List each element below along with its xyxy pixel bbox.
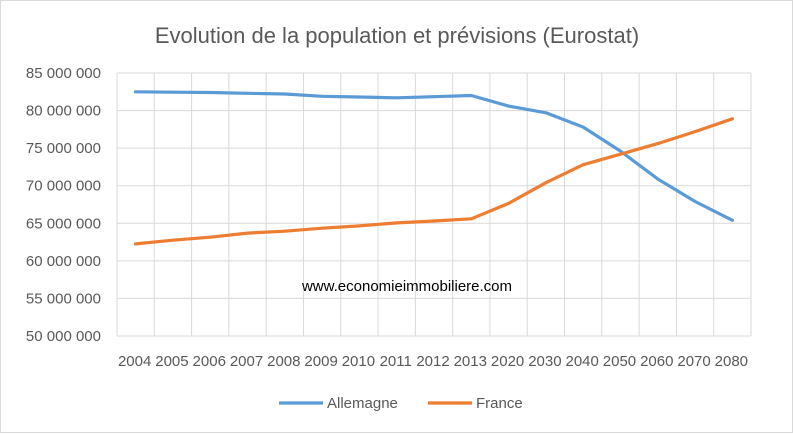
data-point-allemagne bbox=[134, 90, 138, 94]
y-tick-label: 50 000 000 bbox=[26, 328, 101, 345]
data-point-allemagne bbox=[171, 90, 175, 94]
x-tick-label: 2010 bbox=[342, 353, 375, 370]
data-point-allemagne bbox=[544, 111, 548, 115]
data-point-allemagne bbox=[656, 177, 660, 181]
legend-label-allemagne: Allemagne bbox=[327, 395, 398, 412]
x-tick-label: 2009 bbox=[304, 353, 337, 370]
data-point-france bbox=[134, 242, 138, 246]
data-point-france bbox=[693, 130, 697, 134]
data-point-france bbox=[246, 231, 250, 235]
data-point-france bbox=[395, 221, 399, 225]
data-point-allemagne bbox=[693, 199, 697, 203]
chart-title: Evolution de la population et prévisions… bbox=[155, 23, 639, 48]
data-point-allemagne bbox=[246, 91, 250, 95]
x-tick-label: 2030 bbox=[528, 353, 561, 370]
x-axis-tick-labels: 2004 2005 2006 2007 2008 2009 2010 2011 2012 2013… bbox=[118, 353, 748, 370]
series-line-france bbox=[134, 117, 735, 246]
data-point-france bbox=[656, 142, 660, 146]
watermark-url: www.economieimmobiliere.com bbox=[301, 278, 512, 295]
series-lines bbox=[134, 90, 735, 246]
data-point-france bbox=[469, 217, 473, 221]
y-axis-tick-labels: 50 000 000 55 000 000 60 000 000 65 000 000… bbox=[26, 65, 101, 345]
data-point-france bbox=[432, 219, 436, 223]
data-point-allemagne bbox=[320, 94, 324, 98]
gridlines bbox=[116, 72, 752, 337]
data-point-allemagne bbox=[208, 91, 212, 95]
x-tick-label: 2012 bbox=[416, 353, 449, 370]
data-point-allemagne bbox=[730, 218, 734, 222]
data-point-france bbox=[581, 163, 585, 167]
data-point-allemagne bbox=[618, 149, 622, 153]
data-point-france bbox=[730, 117, 734, 121]
data-point-france bbox=[544, 181, 548, 185]
data-point-france bbox=[320, 226, 324, 230]
data-point-allemagne bbox=[469, 94, 473, 98]
x-tick-label: 2011 bbox=[380, 353, 412, 370]
y-tick-label: 70 000 000 bbox=[26, 178, 101, 195]
x-tick-label: 2040 bbox=[565, 353, 598, 370]
x-tick-label: 2050 bbox=[603, 353, 636, 370]
x-tick-label: 2004 bbox=[118, 353, 151, 370]
x-tick-label: 2080 bbox=[715, 353, 748, 370]
data-point-france bbox=[208, 235, 212, 239]
data-point-france bbox=[171, 238, 175, 242]
data-point-allemagne bbox=[283, 92, 287, 96]
x-tick-label: 2006 bbox=[193, 353, 226, 370]
x-tick-label: 2060 bbox=[640, 353, 673, 370]
data-point-allemagne bbox=[357, 95, 361, 99]
x-tick-label: 2008 bbox=[267, 353, 300, 370]
y-tick-label: 60 000 000 bbox=[26, 253, 101, 270]
y-tick-label: 75 000 000 bbox=[26, 140, 101, 157]
x-tick-label: 2007 bbox=[230, 353, 263, 370]
data-point-allemagne bbox=[432, 95, 436, 99]
x-tick-label: 2070 bbox=[677, 353, 710, 370]
data-point-france bbox=[357, 224, 361, 228]
y-tick-label: 65 000 000 bbox=[26, 215, 101, 232]
data-point-allemagne bbox=[581, 125, 585, 129]
data-point-france bbox=[507, 201, 511, 205]
x-tick-label: 2013 bbox=[454, 353, 487, 370]
y-tick-label: 85 000 000 bbox=[26, 65, 101, 82]
y-tick-label: 80 000 000 bbox=[26, 103, 101, 120]
data-point-france bbox=[283, 229, 287, 233]
series-line-allemagne bbox=[134, 90, 735, 222]
x-tick-label: 2020 bbox=[491, 353, 524, 370]
data-point-allemagne bbox=[395, 96, 399, 100]
legend: Allemagne France bbox=[279, 395, 523, 412]
x-tick-label: 2005 bbox=[155, 353, 188, 370]
data-point-allemagne bbox=[507, 104, 511, 108]
data-point-france bbox=[618, 152, 622, 156]
y-tick-label: 55 000 000 bbox=[26, 290, 101, 307]
legend-label-france: France bbox=[476, 395, 523, 412]
